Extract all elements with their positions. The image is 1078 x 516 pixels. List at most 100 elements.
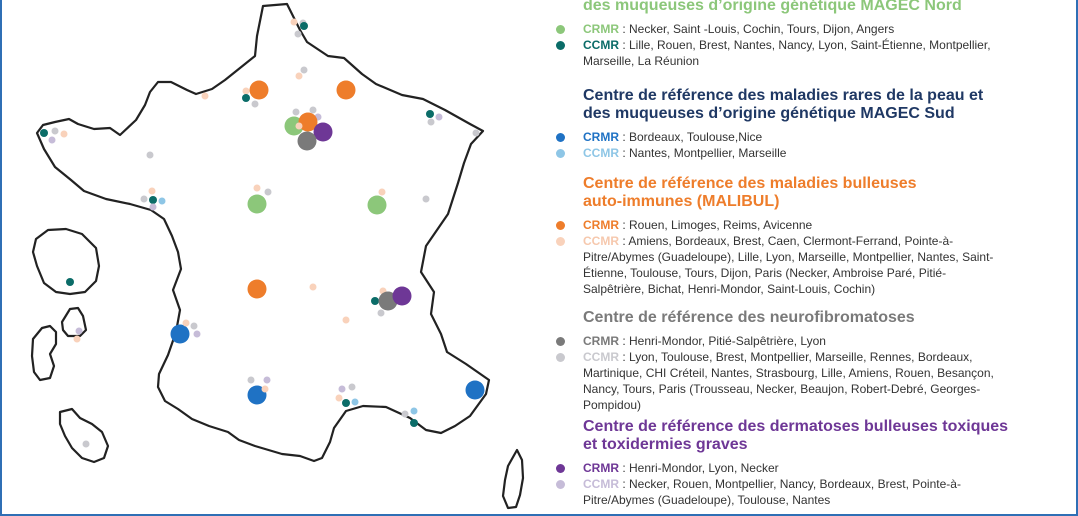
- centre-marker-malibul-cc: [60, 130, 68, 138]
- legend-key: CRMR: [583, 461, 619, 475]
- centre-marker-toxiques-cc: [149, 203, 157, 211]
- centre-marker-malibul-cc: [242, 87, 250, 95]
- legend-row: CCMR : Amiens, Bordeaux, Brest, Caen, Cl…: [556, 233, 1052, 297]
- centre-marker-magec-nord_cc: [242, 94, 250, 102]
- legend-key: CCMR: [583, 350, 619, 364]
- centre-marker-neurofib-cc: [472, 129, 480, 137]
- centre-marker-malibul-cc: [73, 335, 81, 343]
- centre-marker-magec-nord_cc: [66, 278, 74, 286]
- reunion-outline: [31, 227, 101, 296]
- legend-dot-icon: [556, 353, 565, 362]
- legend-text: : Henri-Mondor, Lyon, Necker: [619, 461, 779, 475]
- legend-group-title: Centre de référence des maladies rares d…: [583, 87, 984, 122]
- centre-marker-magec-nord_cc: [371, 297, 379, 305]
- legend-text: : Amiens, Bordeaux, Brest, Caen, Clermon…: [583, 234, 994, 296]
- legend-key: CCMR: [583, 477, 619, 491]
- legend-dot-icon: [556, 464, 565, 473]
- legend-text: : Necker, Rouen, Montpellier, Nancy, Bor…: [583, 477, 961, 507]
- centre-marker-malibul-cc: [378, 188, 386, 196]
- legend-text: : Lyon, Toulouse, Brest, Montpellier, Ma…: [583, 350, 994, 412]
- centre-marker-magec-sud_cc: [351, 398, 359, 406]
- centre-marker-malibul-cc: [342, 316, 350, 324]
- centre-marker-magec-sud_cr: [465, 380, 485, 400]
- centre-marker-neurofib-cc: [251, 100, 259, 108]
- legend-text: : Nantes, Montpellier, Marseille: [619, 146, 787, 160]
- centre-marker-magec-nord_cc: [149, 196, 157, 204]
- centre-marker-neurofib-cc: [146, 151, 154, 159]
- centre-marker-malibul-cc: [261, 385, 269, 393]
- legend-key: CCMR: [583, 38, 619, 52]
- centre-marker-toxiques-cr: [392, 286, 412, 306]
- legend-text: : Henri-Mondor, Pitié-Salpêtrière, Lyon: [619, 334, 826, 348]
- centre-marker-neurofib-cc: [422, 195, 430, 203]
- legend-row: CRMR : Henri-Mondor, Pitié-Salpêtrière, …: [556, 333, 1052, 349]
- centre-marker-neurofib-cc: [427, 118, 435, 126]
- centre-marker-toxiques-cc: [48, 136, 56, 144]
- legend-key: CRMR: [583, 218, 619, 232]
- centre-marker-toxiques-cc: [435, 113, 443, 121]
- legend-row: CCMR : Nantes, Montpellier, Marseille: [556, 145, 1052, 161]
- legend-group: Centre de référence des neurofibromatose…: [552, 309, 1052, 413]
- centre-marker-neurofib-cc: [140, 195, 148, 203]
- centre-marker-neurofib-cc: [247, 376, 255, 384]
- legend-key: CRMR: [583, 130, 619, 144]
- france-mainland-outline: [35, 2, 491, 463]
- centre-markers: [40, 18, 485, 448]
- legend-group: des muqueuses d’origine génétique MAGEC …: [552, 0, 1052, 69]
- centre-marker-magec-sud_cc: [158, 197, 166, 205]
- centre-marker-toxiques-cr: [313, 122, 333, 142]
- martinique-outline: [58, 407, 110, 464]
- centre-marker-neurofib-cc: [190, 322, 198, 330]
- centre-marker-malibul-cr: [298, 112, 318, 132]
- legend-key: CRMR: [583, 22, 619, 36]
- legend-text: : Rouen, Limoges, Reims, Avicenne: [619, 218, 813, 232]
- legend-dot-icon: [556, 41, 565, 50]
- legend-dot-icon: [556, 149, 565, 158]
- centre-marker-malibul-cc: [290, 18, 298, 26]
- centre-marker-neurofib-cc: [401, 410, 409, 418]
- centre-marker-malibul-cc: [182, 319, 190, 327]
- legend-group: Centre de référence des maladies bulleus…: [552, 175, 1052, 297]
- centre-marker-malibul-cc: [309, 283, 317, 291]
- centre-marker-magec-nord_cc: [410, 419, 418, 427]
- centre-marker-malibul-cc: [201, 92, 209, 100]
- legend-dot-icon: [556, 237, 565, 246]
- centre-marker-magec-nord_cc: [342, 399, 350, 407]
- centre-marker-neurofib-cr: [297, 131, 317, 151]
- centre-marker-neurofib-cc: [82, 440, 90, 448]
- centre-marker-malibul-cc: [253, 184, 261, 192]
- legend-dot-icon: [556, 25, 565, 34]
- centre-marker-malibul-cr: [247, 279, 267, 299]
- centre-marker-neurofib-cc: [300, 66, 308, 74]
- centre-marker-neurofib-cc: [292, 108, 300, 116]
- legend-text: : Bordeaux, Toulouse,Nice: [619, 130, 763, 144]
- legend-group: Centre de référence des dermatoses bulle…: [552, 418, 1052, 508]
- legend-group-title: des muqueuses d’origine génétique MAGEC …: [583, 0, 962, 14]
- centre-marker-malibul-cc: [295, 72, 303, 80]
- centre-marker-malibul-cr: [249, 80, 269, 100]
- legend-group-title: Centre de référence des maladies bulleus…: [583, 175, 917, 210]
- centre-marker-toxiques-cc: [263, 376, 271, 384]
- centre-marker-toxiques-cc: [193, 330, 201, 338]
- centre-marker-malibul-cc: [148, 187, 156, 195]
- legend-text: : Lille, Rouen, Brest, Nantes, Nancy, Ly…: [583, 38, 991, 68]
- legend-group-title: Centre de référence des dermatoses bulle…: [583, 418, 1009, 453]
- legend-group: Centre de référence des maladies rares d…: [552, 87, 1052, 161]
- centre-marker-magec-nord_cc: [300, 22, 308, 30]
- centre-marker-magec-sud_cc: [410, 407, 418, 415]
- centre-marker-neurofib-cc: [264, 188, 272, 196]
- legend-row: CRMR : Bordeaux, Toulouse,Nice: [556, 129, 1052, 145]
- legend-key: CCMR: [583, 234, 619, 248]
- centre-marker-malibul-cr: [336, 80, 356, 100]
- centre-marker-magec-nord_cc: [40, 129, 48, 137]
- legend-group-title: Centre de référence des neurofibromatose…: [583, 309, 915, 326]
- legend-dot-icon: [556, 337, 565, 346]
- centre-marker-magec-sud_cr: [170, 324, 190, 344]
- france-map: [30, 2, 525, 510]
- legend-key: CRMR: [583, 334, 619, 348]
- legend-dot-icon: [556, 221, 565, 230]
- legend-row: CRMR : Rouen, Limoges, Reims, Avicenne: [556, 217, 1052, 233]
- legend-row: CCMR : Lyon, Toulouse, Brest, Montpellie…: [556, 349, 1052, 413]
- centre-marker-neurofib-cc: [294, 30, 302, 38]
- centre-marker-magec-nord_cr: [367, 195, 387, 215]
